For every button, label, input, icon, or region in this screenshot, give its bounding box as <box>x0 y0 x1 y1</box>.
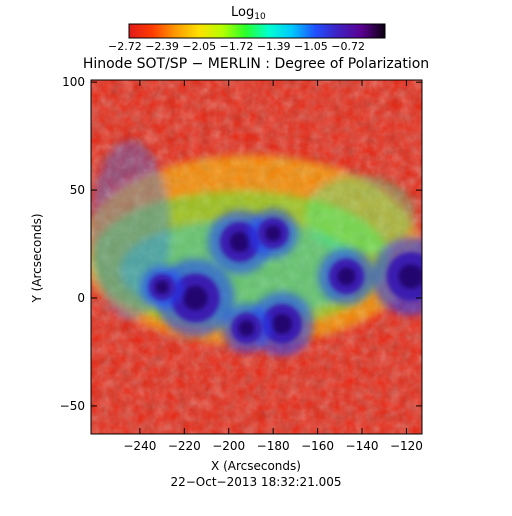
x-tick-label: −220 <box>168 439 201 453</box>
polarization-blobs <box>140 208 422 356</box>
colorbar-title-subscript: 10 <box>254 12 266 22</box>
y-axis: −50 0 50 100 <box>60 75 422 413</box>
x-tick-label: −180 <box>257 439 290 453</box>
y-tick-label: 0 <box>77 291 85 305</box>
y-axis-label: Y (Arcseconds) <box>30 213 44 303</box>
colorbar <box>128 23 386 39</box>
y-tick-label: 100 <box>62 75 85 89</box>
x-axis: −240 −220 −200 −180 −160 −140 −120 <box>123 80 423 453</box>
heatmap-image <box>91 80 422 434</box>
blob-center <box>238 320 255 337</box>
x-axis-label: X (Arcseconds) <box>211 459 301 473</box>
timestamp: 22−Oct−2013 18:32:21.005 <box>170 475 342 489</box>
blob-center <box>229 231 250 252</box>
x-tick-label: −160 <box>301 439 334 453</box>
blob-center <box>155 280 169 294</box>
blob-center <box>398 264 422 289</box>
x-tick-label: −200 <box>212 439 245 453</box>
y-tick-label: −50 <box>60 399 85 413</box>
colorbar-tick-labels: −2.72 −2.39 −2.05 −1.72 −1.39 −1.05 −0.7… <box>108 40 365 53</box>
colorbar-title: Log10 <box>231 6 266 22</box>
colorbar-title-text: Log <box>231 5 255 20</box>
blob-center <box>337 267 356 286</box>
x-tick-label: −140 <box>346 439 379 453</box>
blob-center <box>272 313 293 334</box>
plot-title: Hinode SOT/SP − MERLIN : Degree of Polar… <box>82 56 430 72</box>
y-tick-label: 50 <box>70 183 85 197</box>
x-tick-label: −120 <box>390 439 423 453</box>
blob-center <box>183 285 208 311</box>
x-tick-label: −240 <box>123 439 156 453</box>
plot-frame <box>90 79 423 435</box>
blob-center <box>265 225 281 242</box>
